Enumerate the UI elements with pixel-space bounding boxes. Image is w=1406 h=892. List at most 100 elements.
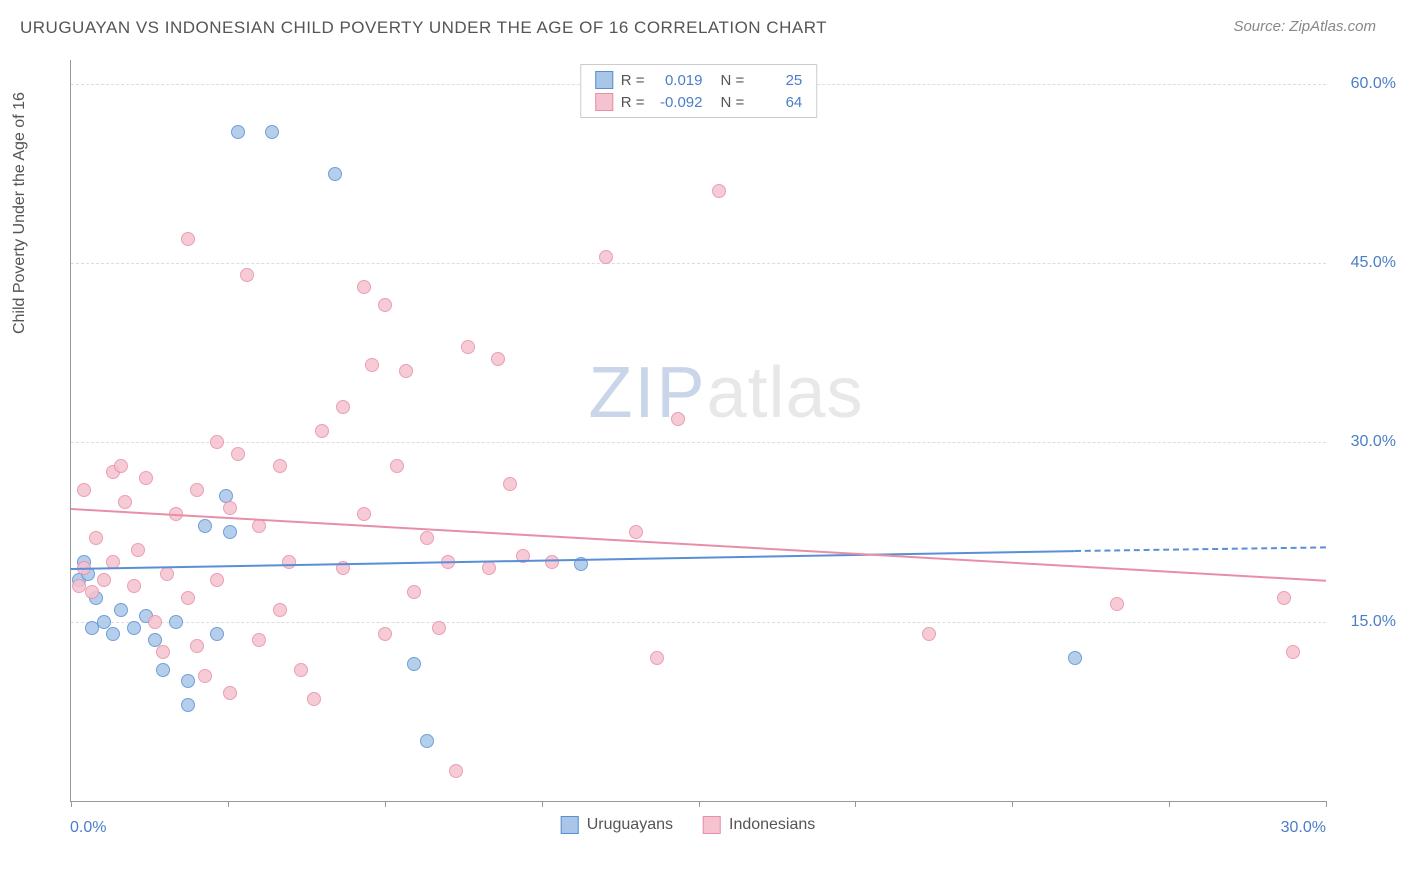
- x-tick: [385, 801, 386, 807]
- data-point: [181, 232, 195, 246]
- data-point: [240, 268, 254, 282]
- data-point: [156, 645, 170, 659]
- trend-line: [71, 550, 1075, 570]
- legend-series: Uruguayans Indonesians: [561, 816, 816, 834]
- data-point: [148, 615, 162, 629]
- y-tick-label: 45.0%: [1336, 254, 1396, 272]
- data-point: [1286, 645, 1300, 659]
- legend-swatch: [595, 71, 613, 89]
- legend-n-value: 64: [752, 94, 802, 111]
- legend-r-value: -0.092: [653, 94, 703, 111]
- header: URUGUAYAN VS INDONESIAN CHILD POVERTY UN…: [0, 0, 1406, 48]
- data-point: [282, 555, 296, 569]
- data-point: [139, 471, 153, 485]
- x-axis-min-label: 0.0%: [70, 819, 106, 837]
- x-tick: [1326, 801, 1327, 807]
- data-point: [503, 477, 517, 491]
- legend-swatch: [561, 816, 579, 834]
- data-point: [307, 692, 321, 706]
- legend-n-label: N =: [721, 72, 745, 89]
- data-point: [336, 400, 350, 414]
- legend-swatch: [595, 93, 613, 111]
- data-point: [190, 483, 204, 497]
- grid-line: [71, 263, 1326, 264]
- data-point: [89, 531, 103, 545]
- data-point: [599, 250, 613, 264]
- data-point: [491, 352, 505, 366]
- legend-r-label: R =: [621, 72, 645, 89]
- data-point: [252, 633, 266, 647]
- legend-item: Uruguayans: [561, 816, 673, 834]
- data-point: [85, 585, 99, 599]
- grid-line: [71, 442, 1326, 443]
- legend-correlation: R = 0.019 N = 25 R = -0.092 N = 64: [580, 64, 818, 118]
- source-label: Source: ZipAtlas.com: [1233, 18, 1376, 35]
- data-point: [127, 621, 141, 635]
- legend-label: Indonesians: [729, 816, 815, 834]
- data-point: [156, 663, 170, 677]
- data-point: [252, 519, 266, 533]
- watermark-atlas: atlas: [706, 353, 863, 433]
- data-point: [712, 184, 726, 198]
- data-point: [390, 459, 404, 473]
- data-point: [223, 525, 237, 539]
- x-tick: [855, 801, 856, 807]
- data-point: [198, 519, 212, 533]
- data-point: [118, 495, 132, 509]
- data-point: [210, 435, 224, 449]
- legend-row: R = 0.019 N = 25: [595, 69, 803, 91]
- data-point: [181, 674, 195, 688]
- data-point: [106, 627, 120, 641]
- data-point: [365, 358, 379, 372]
- data-point: [114, 459, 128, 473]
- x-tick: [699, 801, 700, 807]
- y-tick-label: 15.0%: [1336, 613, 1396, 631]
- data-point: [357, 280, 371, 294]
- y-tick-label: 60.0%: [1336, 75, 1396, 93]
- grid-line: [71, 622, 1326, 623]
- data-point: [922, 627, 936, 641]
- data-point: [378, 627, 392, 641]
- data-point: [357, 507, 371, 521]
- legend-n-label: N =: [721, 94, 745, 111]
- data-point: [181, 591, 195, 605]
- data-point: [169, 615, 183, 629]
- legend-item: Indonesians: [703, 816, 815, 834]
- chart-container: Child Poverty Under the Age of 16 ZIPatl…: [50, 60, 1326, 832]
- x-tick: [1012, 801, 1013, 807]
- data-point: [399, 364, 413, 378]
- data-point: [545, 555, 559, 569]
- data-point: [482, 561, 496, 575]
- data-point: [77, 483, 91, 497]
- y-tick-label: 30.0%: [1336, 433, 1396, 451]
- data-point: [265, 125, 279, 139]
- chart-title: URUGUAYAN VS INDONESIAN CHILD POVERTY UN…: [20, 18, 827, 38]
- data-point: [97, 573, 111, 587]
- x-axis-max-label: 30.0%: [1281, 819, 1326, 837]
- x-tick: [71, 801, 72, 807]
- legend-r-value: 0.019: [653, 72, 703, 89]
- data-point: [449, 764, 463, 778]
- data-point: [328, 167, 342, 181]
- data-point: [210, 627, 224, 641]
- legend-label: Uruguayans: [587, 816, 673, 834]
- plot-area: ZIPatlas R =0.019N =25R =-0.092N =64 15.…: [70, 60, 1326, 802]
- data-point: [671, 412, 685, 426]
- legend-row: R = -0.092 N = 64: [595, 91, 803, 113]
- watermark-zip: ZIP: [588, 353, 706, 433]
- trend-line: [71, 508, 1326, 582]
- data-point: [127, 579, 141, 593]
- data-point: [420, 531, 434, 545]
- data-point: [114, 603, 128, 617]
- data-point: [131, 543, 145, 557]
- data-point: [650, 651, 664, 665]
- data-point: [273, 603, 287, 617]
- data-point: [1110, 597, 1124, 611]
- data-point: [420, 734, 434, 748]
- legend-r-label: R =: [621, 94, 645, 111]
- legend-n-value: 25: [752, 72, 802, 89]
- data-point: [407, 585, 421, 599]
- y-axis-title: Child Poverty Under the Age of 16: [11, 92, 29, 334]
- data-point: [1277, 591, 1291, 605]
- data-point: [378, 298, 392, 312]
